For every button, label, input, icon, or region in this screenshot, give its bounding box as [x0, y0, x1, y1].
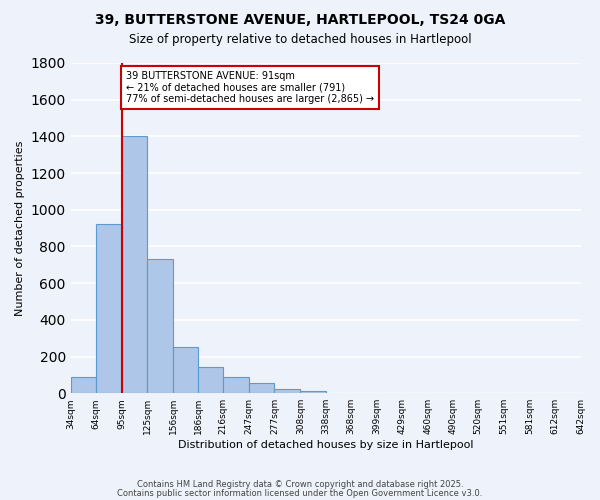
Bar — [301, 392, 326, 393]
Bar — [198, 366, 223, 393]
Bar — [173, 348, 198, 393]
Bar — [71, 376, 96, 393]
Bar — [274, 388, 301, 393]
Bar — [326, 392, 351, 393]
Text: Contains HM Land Registry data © Crown copyright and database right 2025.: Contains HM Land Registry data © Crown c… — [137, 480, 463, 489]
Bar — [249, 383, 274, 393]
Bar — [223, 376, 249, 393]
Bar — [96, 224, 122, 393]
Text: 39, BUTTERSTONE AVENUE, HARTLEPOOL, TS24 0GA: 39, BUTTERSTONE AVENUE, HARTLEPOOL, TS24… — [95, 12, 505, 26]
Y-axis label: Number of detached properties: Number of detached properties — [15, 140, 25, 316]
Text: 39 BUTTERSTONE AVENUE: 91sqm
← 21% of detached houses are smaller (791)
77% of s: 39 BUTTERSTONE AVENUE: 91sqm ← 21% of de… — [126, 72, 374, 104]
X-axis label: Distribution of detached houses by size in Hartlepool: Distribution of detached houses by size … — [178, 440, 473, 450]
Text: Contains public sector information licensed under the Open Government Licence v3: Contains public sector information licen… — [118, 489, 482, 498]
Bar — [147, 260, 173, 393]
Text: Size of property relative to detached houses in Hartlepool: Size of property relative to detached ho… — [128, 32, 472, 46]
Bar — [122, 136, 147, 393]
